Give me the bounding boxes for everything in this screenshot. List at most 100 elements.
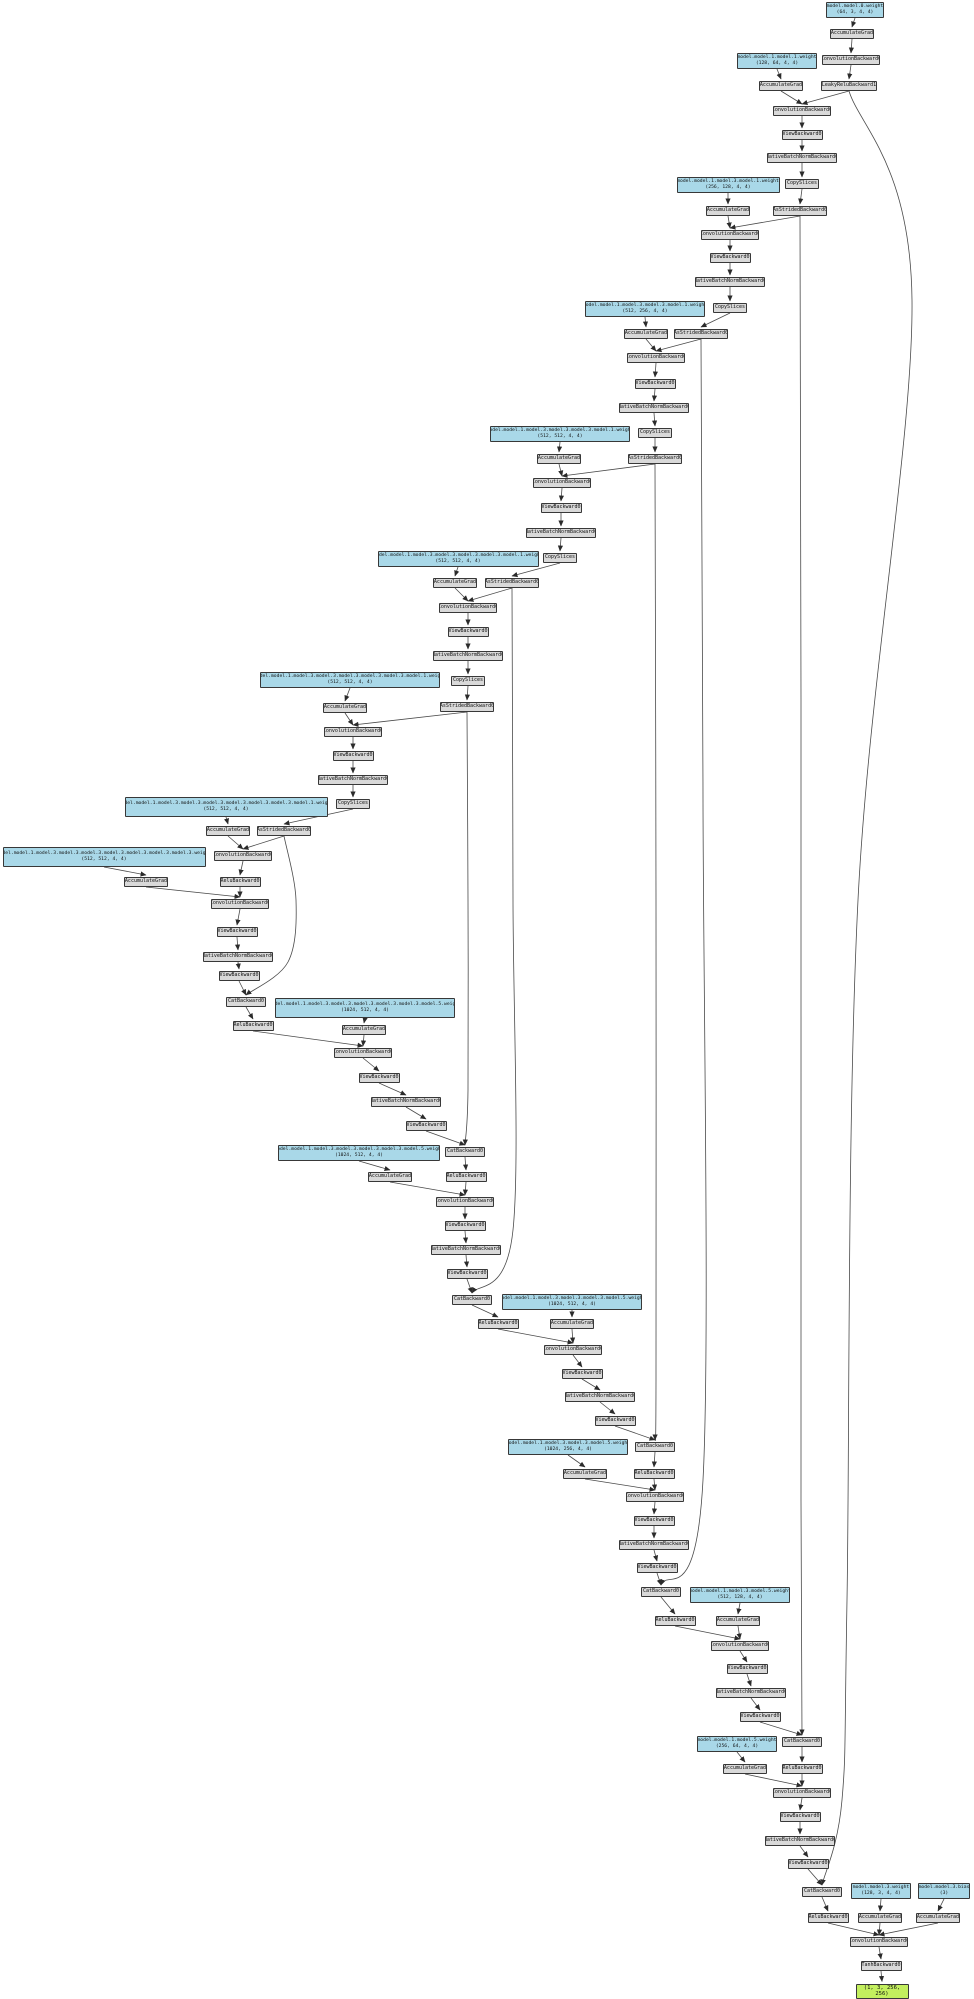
graph-edge <box>362 1057 380 1072</box>
graph-edge <box>652 463 658 1441</box>
graph-edge <box>651 388 658 402</box>
batchnorm-backward-node: NativeBatchNormBackward0 <box>318 775 388 785</box>
accumulate-grad-node: AccumulateGrad <box>550 1319 594 1329</box>
graph-edge <box>352 711 468 727</box>
graph-edge <box>807 1868 823 1886</box>
batchnorm-backward-node: NativeBatchNormBackward0 <box>619 1540 689 1550</box>
accumulate-grad-node: AccumulateGrad <box>206 826 250 836</box>
view-backward-node: ViewBackward0 <box>636 1563 678 1573</box>
accumulate-grad-node: AccumulateGrad <box>759 81 803 91</box>
parameter-node: model.model.3.bias (3) <box>918 1883 970 1899</box>
cat-backward-node: CatBackward0 <box>445 1147 485 1157</box>
graph-edge <box>344 687 351 702</box>
graph-edge <box>599 1401 616 1415</box>
graph-edge <box>726 215 732 229</box>
graph-edge <box>558 463 564 477</box>
convolution-backward-node: ConvolutionBackward0 <box>773 106 831 116</box>
graph-edge <box>759 1721 803 1736</box>
cat-backward-node: CatBackward0 <box>782 1737 822 1747</box>
graph-edge <box>655 338 702 353</box>
relu-backward-node: ReluBackward0 <box>477 1319 519 1329</box>
graph-edge <box>614 1425 656 1441</box>
graph-edge <box>652 362 658 378</box>
view-backward-node: ViewBackward0 <box>332 751 374 761</box>
parameter-node: model.model.1.model.3.model.3.model.3.mo… <box>260 672 440 688</box>
graph-edge <box>360 1034 367 1047</box>
accumulate-grad-node: AccumulateGrad <box>563 1469 607 1479</box>
batchnorm-backward-node: NativeBatchNormBackward0 <box>565 1392 635 1402</box>
graph-edge <box>651 1478 658 1491</box>
graph-edge <box>570 1328 576 1344</box>
batchnorm-backward-node: NativeBatchNormBackward0 <box>526 528 596 538</box>
graph-edge <box>851 17 857 28</box>
copy-slices-node: CopySlices <box>638 428 672 438</box>
parameter-node: model.model.1.model.3.model.3.model.3.mo… <box>124 797 328 817</box>
graph-edge <box>820 90 913 1886</box>
view-backward-node: ViewBackward0 <box>709 253 751 263</box>
graph-edge <box>821 1896 829 1912</box>
parameter-node: model.model.1.model.3.model.3.model.1.we… <box>585 301 705 317</box>
accumulate-grad-node: AccumulateGrad <box>433 578 477 588</box>
relu-backward-node: ReluBackward0 <box>445 1172 487 1182</box>
graph-edge <box>780 90 803 105</box>
parameter-node: model.model.1.model.3.model.3.model.5.we… <box>508 1439 628 1455</box>
convolution-backward-node: ConvolutionBackward0 <box>850 1937 908 1947</box>
graph-edge <box>645 338 657 352</box>
graph-edge <box>245 835 297 996</box>
graph-edge <box>581 1378 601 1391</box>
cat-backward-node: CatBackward0 <box>802 1887 842 1897</box>
as-strided-backward-node: AsStridedBackward0 <box>485 578 539 588</box>
graph-edge <box>736 1602 742 1615</box>
copy-slices-node: CopySlices <box>785 179 819 189</box>
parameter-node: model.model.3.weight (128, 3, 4, 4) <box>851 1883 911 1899</box>
accumulate-grad-node: AccumulateGrad <box>342 1025 386 1035</box>
convolution-backward-node: ConvolutionBackward0 <box>822 55 880 65</box>
parameter-node: model.model.1.model.3.model.3.model.3.mo… <box>2 847 206 867</box>
graph-edge <box>463 1254 470 1268</box>
graph-edge <box>344 712 354 726</box>
tanh-backward-node: TanhBackward0 <box>860 1961 902 1971</box>
cat-backward-node: CatBackward0 <box>452 1295 492 1305</box>
graph-edge <box>776 68 782 80</box>
graph-edge <box>245 1006 254 1020</box>
view-backward-node: ViewBackward0 <box>779 1812 821 1822</box>
graph-edge <box>462 1181 469 1196</box>
relu-backward-node: ReluBackward0 <box>807 1913 849 1923</box>
graph-edge <box>235 961 241 970</box>
accumulate-grad-node: AccumulateGrad <box>916 1913 960 1923</box>
accumulate-grad-node: AccumulateGrad <box>368 1172 412 1182</box>
batchnorm-backward-node: NativeBatchNormBackward0 <box>431 1245 501 1255</box>
copy-slices-node: CopySlices <box>336 799 370 809</box>
graph-edge <box>497 1328 574 1345</box>
leaky-relu-backward-node: LeakyReluBackward1 <box>821 81 877 91</box>
batchnorm-backward-node: NativeBatchNormBackward0 <box>767 153 837 163</box>
as-strided-backward-node: AsStridedBackward0 <box>628 454 682 464</box>
convolution-backward-node: ConvolutionBackward0 <box>214 851 272 861</box>
relu-backward-node: ReluBackward0 <box>781 1764 823 1774</box>
graph-edge <box>656 1572 662 1586</box>
batchnorm-backward-node: NativeBatchNormBackward0 <box>765 1836 835 1846</box>
graph-edge <box>234 936 241 951</box>
graph-edge <box>660 1596 676 1615</box>
accumulate-grad-node: AccumulateGrad <box>624 329 668 339</box>
graph-edge <box>729 215 801 230</box>
view-backward-node: ViewBackward0 <box>634 379 676 389</box>
graph-edge <box>462 1156 469 1171</box>
graph-edge <box>235 908 241 926</box>
accumulate-grad-node: AccumulateGrad <box>323 703 367 713</box>
graph-edge <box>651 412 658 427</box>
graph-edge <box>878 1922 939 1937</box>
batchnorm-backward-node: NativeBatchNormBackward0 <box>716 1688 786 1698</box>
graph-edge <box>558 487 565 502</box>
graph-edge <box>847 64 853 80</box>
parameter-node: model.model.0.weight (64, 3, 4, 4) <box>826 2 884 18</box>
cat-backward-node: CatBackward0 <box>635 1442 675 1452</box>
graph-edge <box>378 1082 407 1096</box>
graph-edge <box>750 1697 761 1711</box>
cat-backward-node: CatBackward0 <box>641 1587 681 1597</box>
view-backward-node: ViewBackward0 <box>594 1416 636 1426</box>
graph-edge <box>937 1898 945 1912</box>
graph-edge <box>798 188 804 205</box>
graph-edge <box>736 1625 742 1640</box>
graph-edge <box>827 1922 880 1937</box>
